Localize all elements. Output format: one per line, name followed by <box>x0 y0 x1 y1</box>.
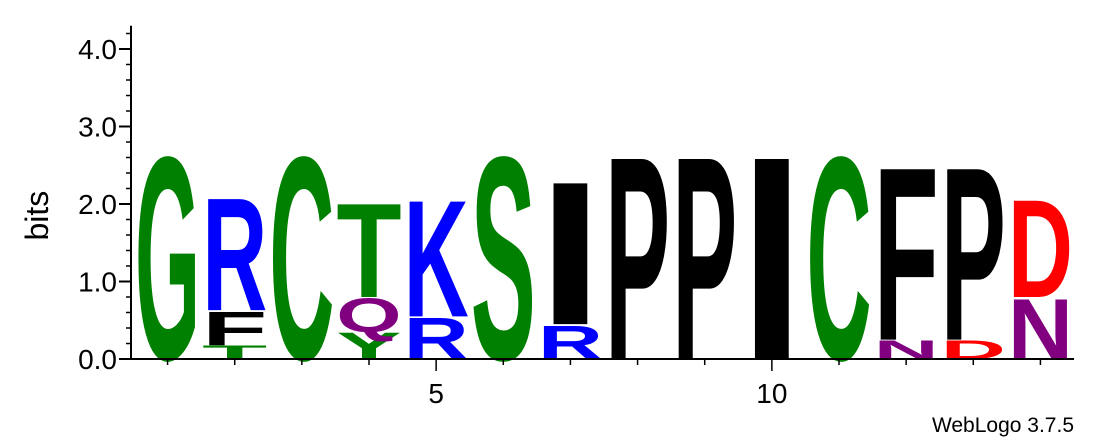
logo-letter-K: K <box>404 167 469 352</box>
y-tick-label: 2.0 <box>78 189 117 220</box>
x-tick-label: 5 <box>428 378 444 409</box>
stack-position-1: G <box>135 97 200 422</box>
stack-position-11: C <box>806 96 871 422</box>
stack-position-12: NF <box>874 116 939 393</box>
stack-position-4: YQT <box>336 175 401 367</box>
logo-letter-P: P <box>605 96 670 420</box>
logo-letter-I: I <box>739 96 804 421</box>
stack-position-13: DP <box>941 116 1006 392</box>
stack-position-5: RK <box>404 167 469 372</box>
logo-letter-F: F <box>874 116 939 393</box>
stack-position-10: I <box>739 96 804 421</box>
stack-position-14: ND <box>1008 170 1073 378</box>
weblogo-credit: WebLogo 3.7.5 <box>931 414 1074 437</box>
y-tick-label: 1.0 <box>78 267 117 298</box>
logo-letter-D: D <box>1008 170 1073 327</box>
y-axis-label: bits <box>19 191 55 241</box>
y-tick-label: 4.0 <box>78 34 117 65</box>
logo-letter-P: P <box>941 116 1006 392</box>
logo-letter-G: G <box>135 97 200 422</box>
axes: 0.0 1.0 2.0 3.0 4.0 bits 5 10 <box>19 25 1074 409</box>
logo-letter-I: I <box>538 139 603 368</box>
logo-letter-S: S <box>471 96 536 420</box>
stack-position-3: C <box>269 96 334 422</box>
stack-position-9: P <box>672 96 737 420</box>
logo-letter-F: F <box>202 301 267 355</box>
y-tick-label: 3.0 <box>78 112 117 143</box>
stack-position-7: RI <box>538 139 603 370</box>
x-tick-label: 10 <box>756 378 787 409</box>
logo-letter-C: C <box>806 96 871 422</box>
stack-position-2: TFR <box>202 164 267 363</box>
stack-position-8: P <box>605 96 670 420</box>
logo-letter-Q: Q <box>336 289 401 343</box>
logo-letter-R: R <box>202 164 267 344</box>
logo-letter-T: T <box>202 342 267 363</box>
stack-position-6: S <box>471 96 536 420</box>
y-tick-label: 0.0 <box>78 344 117 375</box>
logo-letter-P: P <box>672 96 737 420</box>
logo-letter-C: C <box>269 96 334 422</box>
logo-letter-T: T <box>336 175 401 326</box>
